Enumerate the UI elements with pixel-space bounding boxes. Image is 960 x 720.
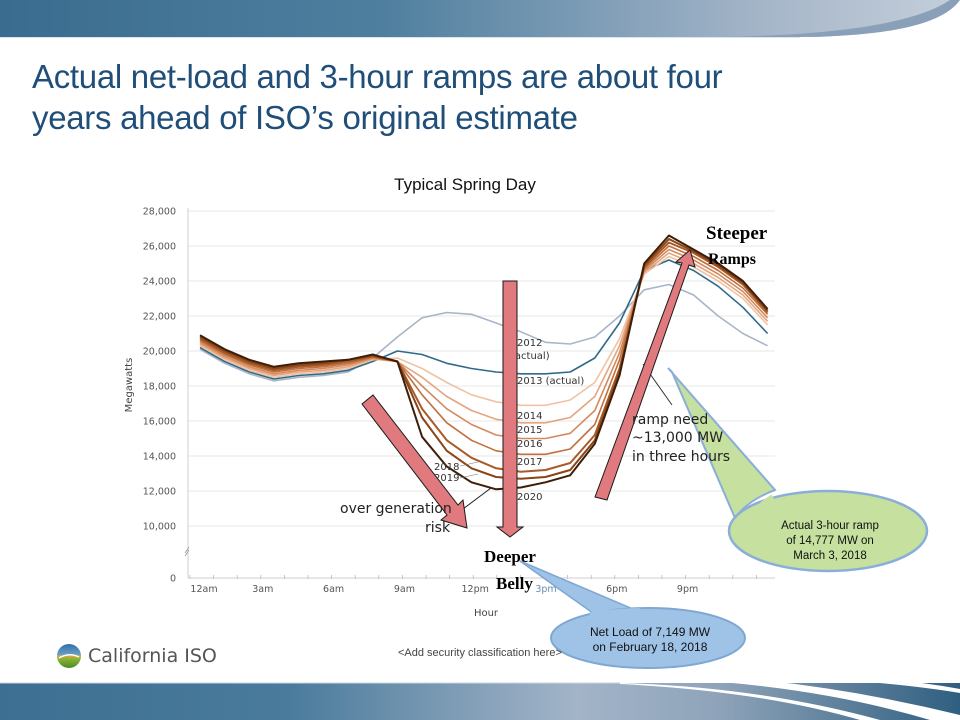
x-tick-label: 9pm	[677, 584, 698, 595]
blue-callout-text: Net Load of 7,149 MW on February 18, 201…	[589, 625, 711, 654]
over-generation-arrow-icon	[361, 394, 468, 529]
footer-band	[0, 675, 960, 720]
steeper-ramps-arrow-icon	[594, 249, 696, 501]
y-tick-label: 18,000	[143, 382, 176, 393]
series-label-2019: 2019	[434, 473, 459, 484]
series-label-2018: 2018	[434, 462, 459, 473]
series-line	[199, 259, 769, 380]
y-axis-ticks: 0 10,000 12,000 14,000 16,000 18,000 20,000 22,…	[143, 207, 176, 585]
risk-label: risk	[425, 520, 451, 536]
logo-text: California ISO	[88, 645, 217, 667]
series-label-2013: 2013 (actual)	[517, 376, 584, 387]
ramps-label: Ramps	[708, 251, 757, 268]
deeper-belly-arrow-icon	[495, 280, 525, 538]
y-tick-label: 12,000	[143, 487, 176, 498]
header-band	[0, 0, 960, 38]
x-tick-label: 12am	[190, 584, 217, 595]
series-labels: 2012 (actual) 2013 (actual) 2014 2015 20…	[434, 338, 584, 503]
ramp-need-label-3: in three hours	[632, 449, 730, 465]
chart-gridlines	[184, 208, 775, 579]
y-tick-label: 0	[170, 574, 176, 585]
x-tick-label: 3pm	[535, 584, 556, 595]
x-tick-label: 9am	[394, 584, 415, 595]
series-label-2012-actual: (actual)	[511, 351, 550, 362]
deeper-label: Deeper	[484, 547, 536, 566]
belly-label: Belly	[496, 574, 533, 593]
green-callout-text: Actual 3-hour ramp of 14,777 MW on March…	[781, 520, 879, 562]
x-tick-label: 6am	[323, 584, 344, 595]
slide-title-line-2: years ahead of ISO’s original estimate	[32, 99, 578, 136]
y-tick-label: 26,000	[143, 242, 176, 253]
series-label-2017: 2017	[517, 457, 542, 468]
y-axis-label: Megawatts	[124, 358, 135, 413]
series-line	[199, 255, 769, 407]
series-line	[199, 241, 769, 473]
y-tick-label: 10,000	[143, 522, 176, 533]
green-callout-ellipse	[727, 489, 929, 573]
ramp-need-label-2: ~13,000 MW	[632, 430, 723, 446]
series-line	[199, 245, 769, 456]
x-tick-label: 3am	[252, 584, 273, 595]
california-iso-logo: California ISO	[56, 641, 217, 671]
x-axis-ticks: 12am 3am 6am 9am 12pm 3pm 6pm 9pm	[189, 575, 757, 595]
y-tick-label: 22,000	[143, 312, 176, 323]
x-tick-label: 6pm	[606, 584, 627, 595]
security-classification: <Add security classification here>	[398, 647, 562, 659]
over-generation-label: over generation	[340, 501, 452, 517]
y-tick-label: 20,000	[143, 347, 176, 358]
series-line	[199, 234, 769, 491]
series-label-2015: 2015	[517, 425, 542, 436]
series-label-2016: 2016	[517, 439, 542, 450]
series-label-2014: 2014	[517, 411, 542, 422]
blue-callout-ellipse	[550, 607, 746, 669]
y-tick-label: 16,000	[143, 417, 176, 428]
california-iso-globe-icon	[57, 644, 81, 668]
steeper-label: Steeper	[706, 223, 768, 244]
y-tick-label: 28,000	[143, 207, 176, 218]
series-label-2012: 2012	[517, 338, 542, 349]
y-tick-label: 14,000	[143, 452, 176, 463]
series-line	[199, 252, 769, 424]
series-label-2020: 2020	[517, 492, 542, 503]
ramp-need-label-1: ramp need	[632, 412, 708, 428]
slide-title-line-1: Actual net-load and 3-hour ramps are abo…	[32, 58, 723, 95]
series-line	[199, 248, 769, 440]
y-tick-label: 24,000	[143, 277, 176, 288]
chart-series-lines	[199, 234, 769, 491]
series-line	[199, 238, 769, 480]
x-tick-label: 12pm	[462, 584, 489, 595]
x-axis-label: Hour	[474, 608, 499, 619]
arrows	[361, 249, 696, 538]
slide-title: Actual net-load and 3-hour ramps are abo…	[32, 56, 932, 138]
chart-title: Typical Spring Day	[394, 175, 536, 194]
